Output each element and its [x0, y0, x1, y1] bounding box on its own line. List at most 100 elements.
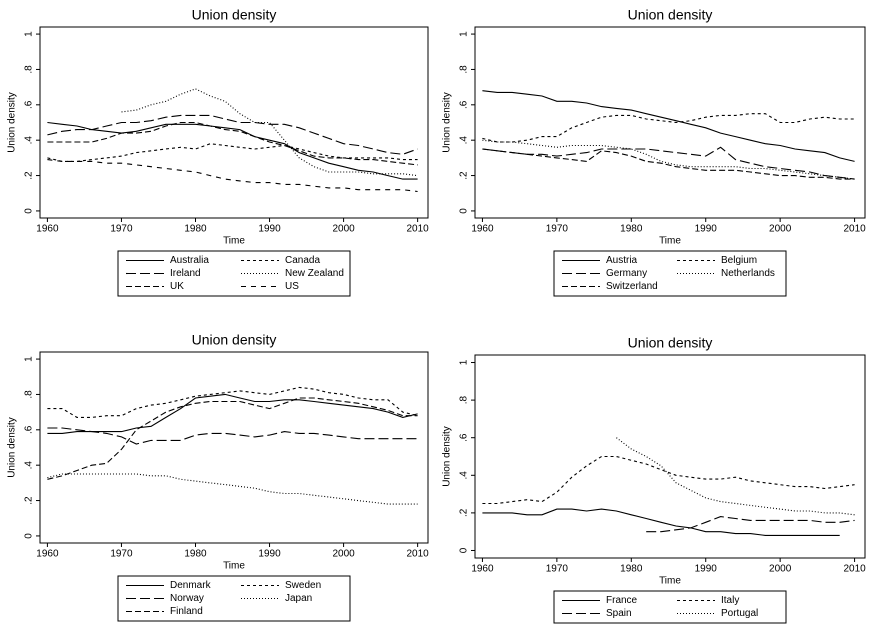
x-tick-label: 2010	[407, 224, 430, 235]
plot-frame	[474, 354, 866, 559]
x-tick-label: 1990	[258, 224, 281, 235]
y-tick-label: .8	[459, 65, 470, 74]
legend-label: Norway	[170, 593, 204, 604]
legend-box	[117, 575, 351, 622]
y-tick-label: 1	[24, 356, 35, 362]
y-tick-label: 0	[459, 547, 470, 553]
legend-box	[553, 250, 787, 297]
legend: Austria Belgium Germany Netherlands Switzerl…	[553, 250, 787, 297]
series-line	[616, 437, 855, 516]
chart-title: Union density	[192, 332, 277, 348]
legend-label: Netherlands	[721, 268, 775, 279]
series-line	[646, 516, 855, 533]
legend: Australia Canada Ireland New Zealand UK US	[117, 250, 351, 297]
series-line	[482, 508, 840, 536]
y-tick-label: .8	[24, 390, 35, 399]
series-line	[47, 143, 418, 162]
x-tick-label: 1960	[36, 224, 59, 235]
legend-label: Austria	[606, 255, 638, 266]
x-tick-label: 1980	[184, 224, 207, 235]
legend-label: Spain	[606, 608, 632, 619]
x-tick-label: 2000	[769, 224, 792, 235]
series-line	[47, 427, 418, 445]
x-tick-label: 1970	[110, 549, 133, 560]
y-tick-label: .6	[24, 100, 35, 109]
series-line	[47, 393, 418, 434]
x-tick-label: 2010	[843, 564, 866, 575]
x-tick-label: 2010	[407, 549, 430, 560]
y-tick-label: .2	[459, 508, 470, 517]
series-line	[482, 455, 855, 505]
y-tick-label: .6	[459, 100, 470, 109]
y-tick-label: 1	[459, 31, 470, 37]
legend-label: Switzerland	[606, 281, 658, 292]
x-axis-label: Time	[223, 561, 245, 572]
series-line	[47, 114, 418, 155]
legend-label: Italy	[721, 595, 739, 606]
plot-frame	[39, 351, 429, 544]
series-line	[482, 148, 855, 180]
y-tick-label: 1	[459, 359, 470, 365]
series-line	[121, 88, 418, 177]
legend-label: Japan	[285, 593, 312, 604]
legend-label: Germany	[606, 268, 647, 279]
x-tick-label: 1980	[184, 549, 207, 560]
x-tick-label: 1960	[471, 224, 494, 235]
x-tick-label: 1990	[695, 224, 718, 235]
series-line	[47, 121, 418, 180]
chart-title: Union density	[628, 335, 713, 351]
legend-label: New Zealand	[285, 268, 344, 279]
y-tick-label: .2	[24, 496, 35, 505]
x-axis-label: Time	[659, 576, 681, 587]
series-line	[47, 473, 418, 505]
series-line	[482, 113, 855, 143]
series-line	[482, 90, 855, 162]
series-line	[482, 139, 855, 180]
y-axis-label: Union density	[7, 92, 18, 153]
legend-label: UK	[170, 281, 184, 292]
y-tick-label: .6	[24, 425, 35, 434]
series-line	[47, 159, 418, 193]
y-tick-label: .2	[24, 171, 35, 180]
y-tick-label: .8	[459, 396, 470, 405]
y-tick-label: .4	[24, 461, 35, 470]
legend-label: Sweden	[285, 580, 321, 591]
y-tick-label: 0	[459, 208, 470, 214]
legend-box	[117, 250, 351, 297]
legend-label: Belgium	[721, 255, 757, 266]
legend-label: Canada	[285, 255, 320, 266]
x-tick-label: 1990	[695, 564, 718, 575]
series-line	[482, 146, 855, 180]
y-tick-label: 0	[24, 533, 35, 539]
legend-label: Portugal	[721, 608, 758, 619]
plot-frame	[474, 26, 866, 219]
y-tick-label: .8	[24, 65, 35, 74]
y-tick-label: .2	[459, 171, 470, 180]
x-tick-label: 1970	[546, 564, 569, 575]
x-tick-label: 1970	[110, 224, 133, 235]
x-tick-label: 2000	[769, 564, 792, 575]
y-tick-label: 0	[24, 208, 35, 214]
plot-frame	[39, 26, 429, 219]
legend: France Italy Spain Portugal	[553, 590, 787, 624]
chart-title: Union density	[628, 7, 713, 23]
legend-label: France	[606, 595, 638, 606]
legend-label: Australia	[170, 255, 209, 266]
x-tick-label: 1960	[36, 549, 59, 560]
y-tick-label: .4	[459, 471, 470, 480]
legend-label: Finland	[170, 606, 203, 617]
chart-title: Union density	[192, 7, 277, 23]
x-tick-label: 1990	[258, 549, 281, 560]
x-tick-label: 2000	[332, 224, 355, 235]
series-line	[47, 386, 418, 418]
x-tick-label: 1970	[546, 224, 569, 235]
x-axis-label: Time	[223, 236, 245, 247]
y-tick-label: .4	[24, 136, 35, 145]
y-axis-label: Union density	[7, 417, 18, 478]
x-tick-label: 1960	[471, 564, 494, 575]
y-axis-label: Union density	[442, 426, 453, 487]
series-line	[47, 121, 418, 166]
legend-box	[553, 590, 787, 624]
x-tick-label: 2000	[332, 549, 355, 560]
